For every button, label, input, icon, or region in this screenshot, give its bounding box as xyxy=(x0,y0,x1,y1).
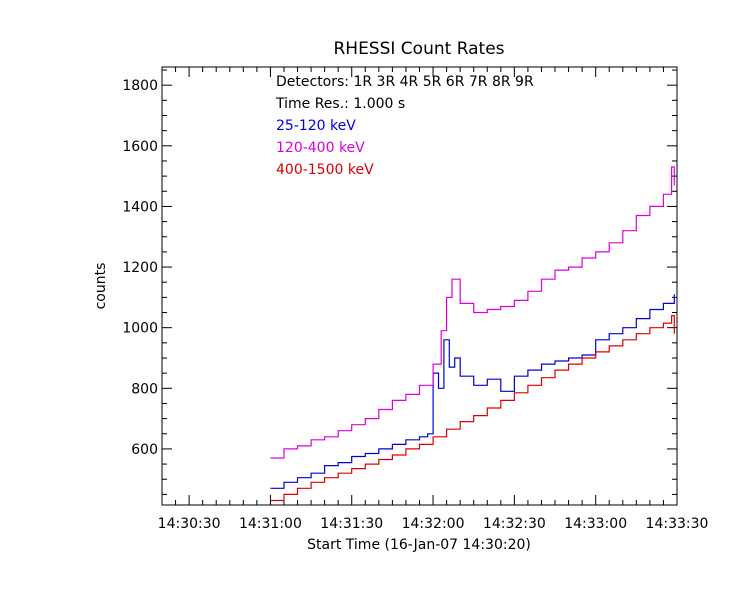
y-tick-label: 1200 xyxy=(122,260,158,276)
x-tick-label: 14:33:30 xyxy=(646,516,709,532)
y-axis: 600 800 1000 1200 1400 1600 1800 xyxy=(122,69,677,495)
y-tick-label: 1000 xyxy=(122,321,158,337)
legend-entry-2: 400-1500 keV xyxy=(276,162,374,178)
legend-entry-1: 120-400 keV xyxy=(276,140,365,156)
series-line-1 xyxy=(270,166,675,459)
y-axis-label: counts xyxy=(93,263,109,310)
time-resolution-annotation: Time Res.: 1.000 s xyxy=(275,96,405,112)
y-tick-label: 1800 xyxy=(122,78,158,94)
x-axis: 14:30:30 14:31:00 14:31:30 14:32:00 14:32:30… xyxy=(158,67,709,532)
x-tick-label: 14:30:30 xyxy=(158,516,221,532)
legend-entry-0: 25-120 keV xyxy=(276,118,356,134)
series-line-2 xyxy=(270,315,675,502)
y-tick-label: 600 xyxy=(131,442,158,458)
series-line-0 xyxy=(270,294,675,489)
x-tick-label: 14:32:30 xyxy=(483,516,546,532)
y-tick-label: 1600 xyxy=(122,139,158,155)
detectors-annotation: Detectors: 1R 3R 4R 5R 6R 7R 8R 9R xyxy=(276,74,534,90)
x-tick-label: 14:31:00 xyxy=(239,516,302,532)
chart-title: RHESSI Count Rates xyxy=(333,39,504,59)
legend: 25-120 keV 120-400 keV 400-1500 keV xyxy=(276,118,374,178)
y-tick-label: 1400 xyxy=(122,199,158,215)
x-tick-label: 14:31:30 xyxy=(320,516,383,532)
y-tick-label: 800 xyxy=(131,381,158,397)
series-group xyxy=(270,166,675,502)
x-axis-label: Start Time (16-Jan-07 14:30:20) xyxy=(307,537,531,553)
x-tick-label: 14:33:00 xyxy=(564,516,627,532)
x-tick-label: 14:32:00 xyxy=(402,516,465,532)
